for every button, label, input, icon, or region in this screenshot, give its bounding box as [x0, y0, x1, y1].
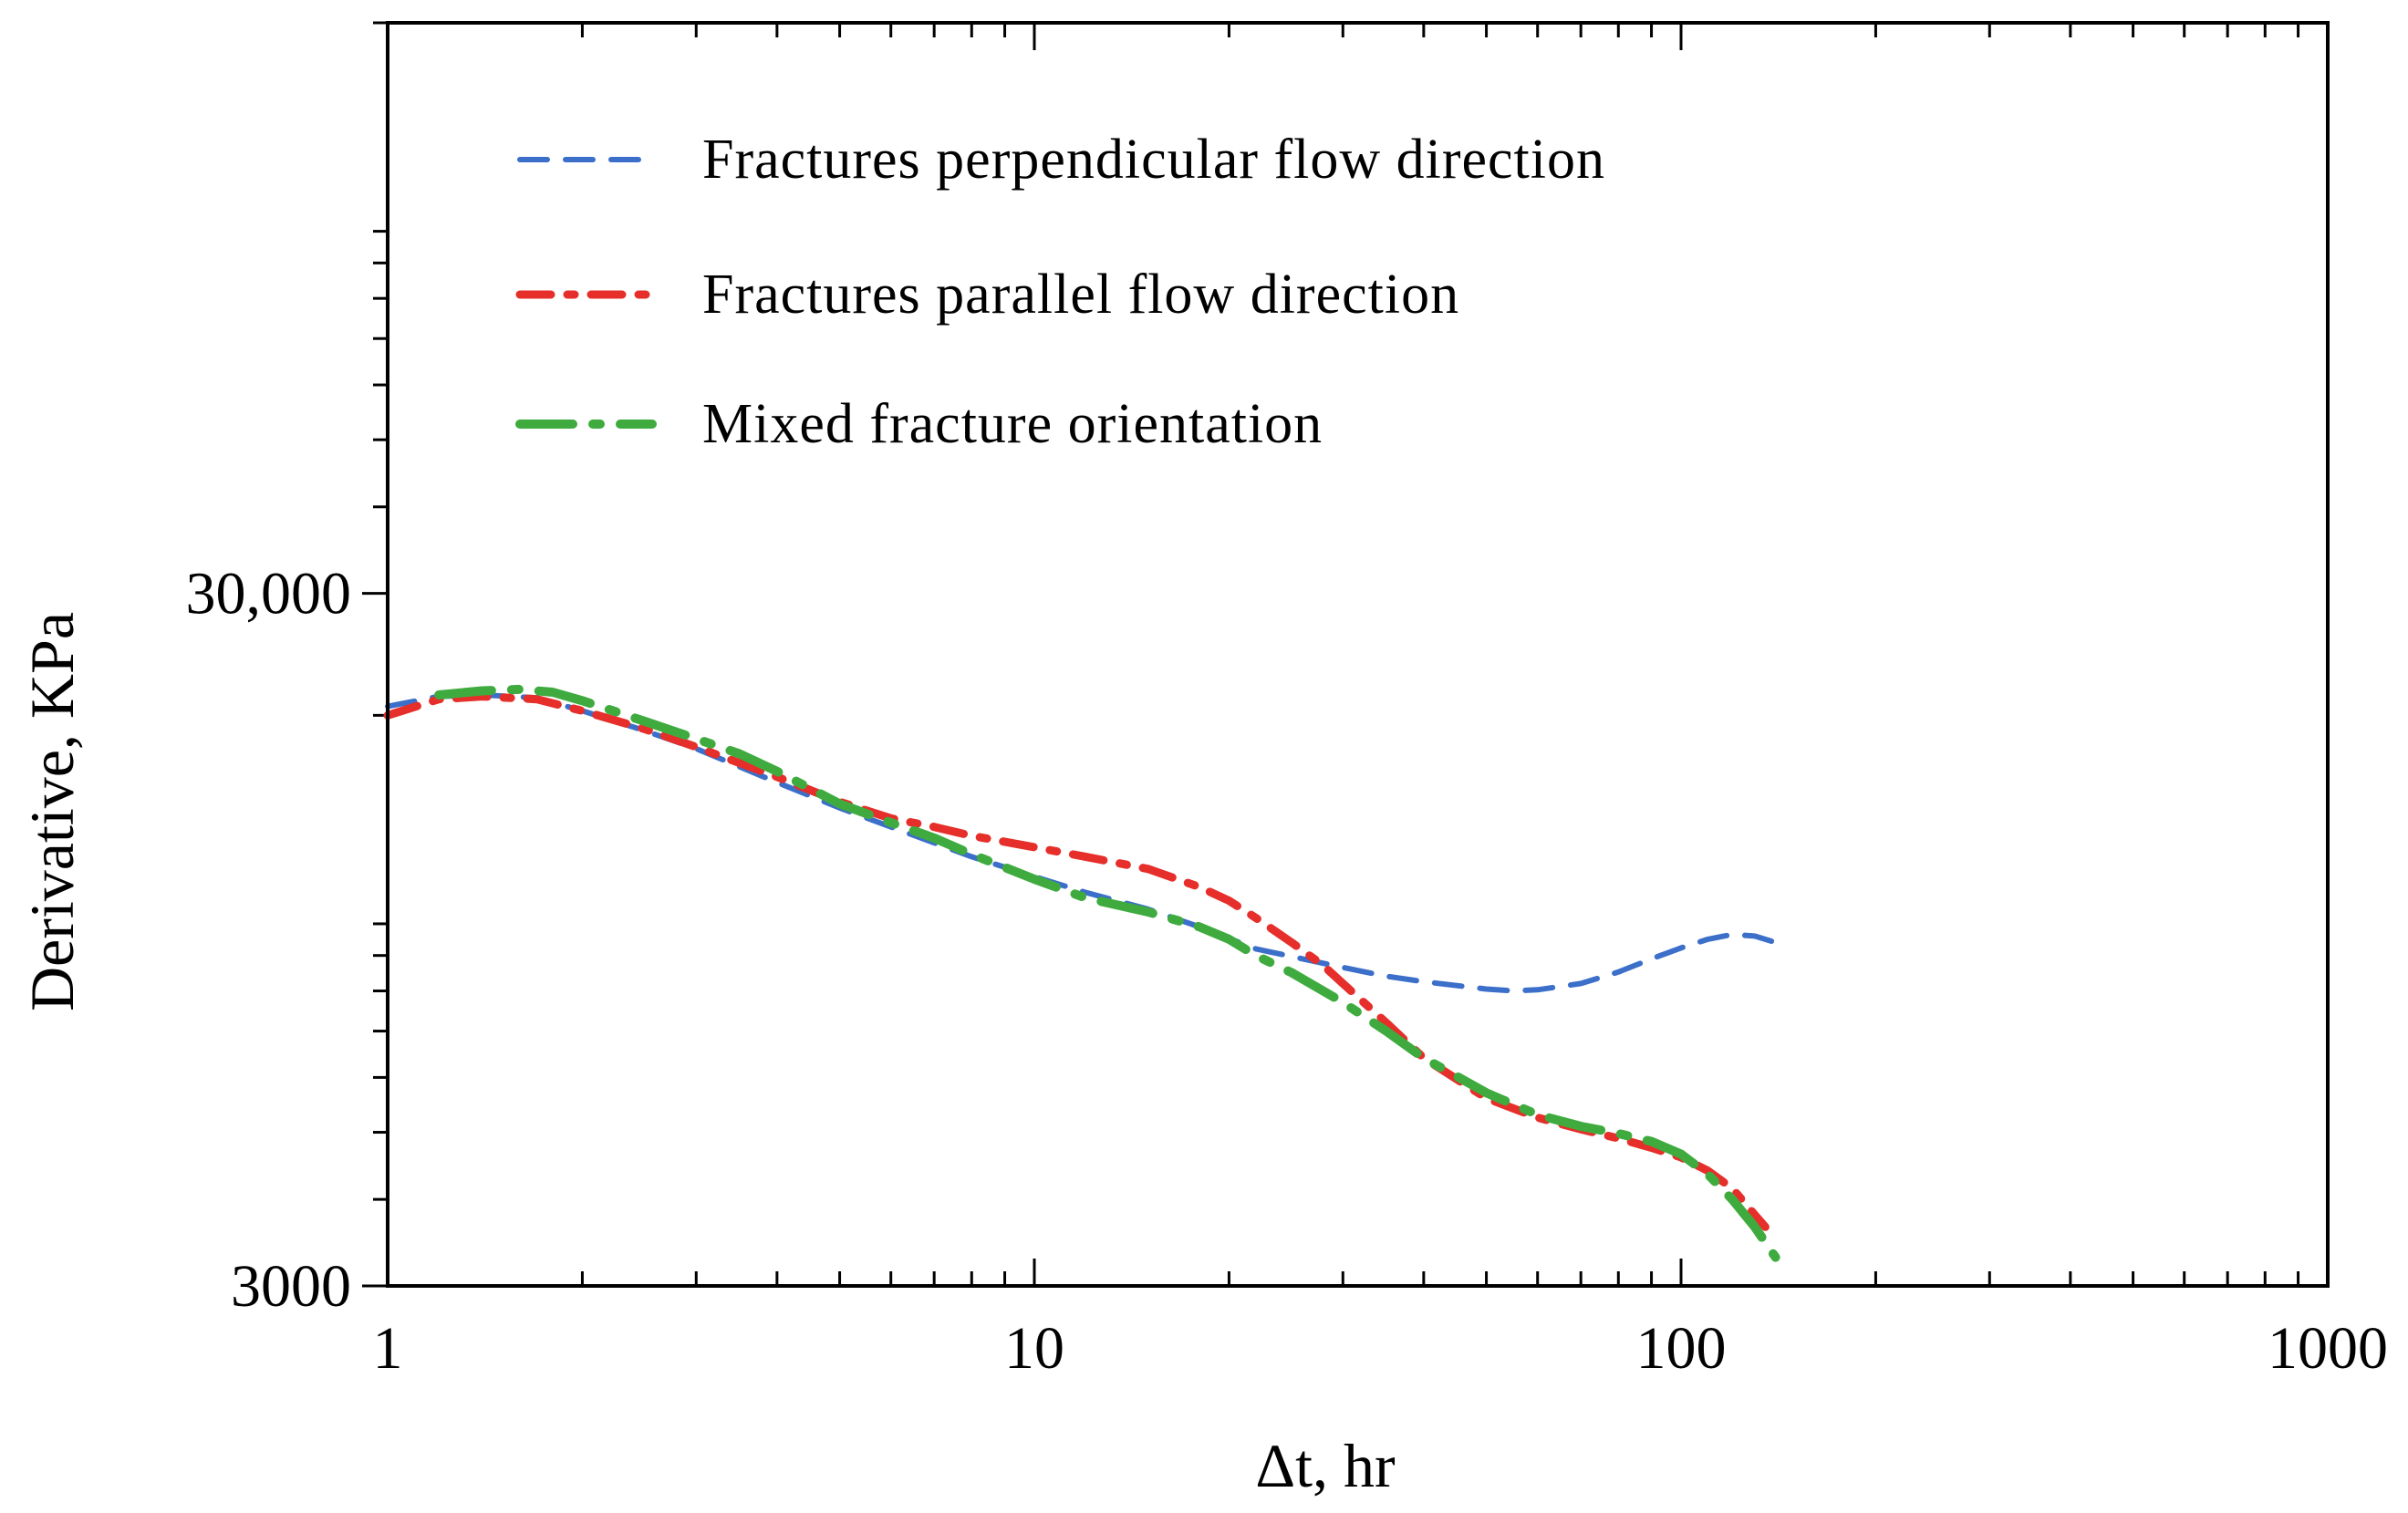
- labels-layer: 1 10 100 1000 3000 30,000: [186, 561, 2389, 1382]
- x-axis-title: Δt, hr: [1255, 1431, 1396, 1500]
- plot-frame: [386, 21, 2330, 1288]
- series-line-1: [385, 692, 1779, 994]
- y-tick-label: 30,000: [186, 561, 352, 627]
- legend-label-2: Fractures parallel flow direction: [702, 264, 1459, 326]
- series-layer: [383, 684, 1780, 1262]
- x-tick-label: 100: [1636, 1315, 1727, 1382]
- y-tick-label: 3000: [231, 1253, 351, 1320]
- legend: Fractures perpendicular flow direction Fr…: [515, 129, 1605, 455]
- series-line-2: [383, 692, 1770, 1231]
- series-line-3: [434, 684, 1780, 1262]
- x-tick-label: 1: [373, 1315, 403, 1382]
- x-tick-label: 10: [1004, 1315, 1064, 1382]
- x-tick-label: 1000: [2268, 1315, 2388, 1382]
- legend-label-1: Fractures perpendicular flow direction: [702, 129, 1605, 191]
- y-axis-title: Derivative, KPa: [17, 612, 87, 1011]
- legend-label-3: Mixed fracture orientation: [702, 393, 1323, 455]
- ticks-layer: [362, 21, 2300, 1288]
